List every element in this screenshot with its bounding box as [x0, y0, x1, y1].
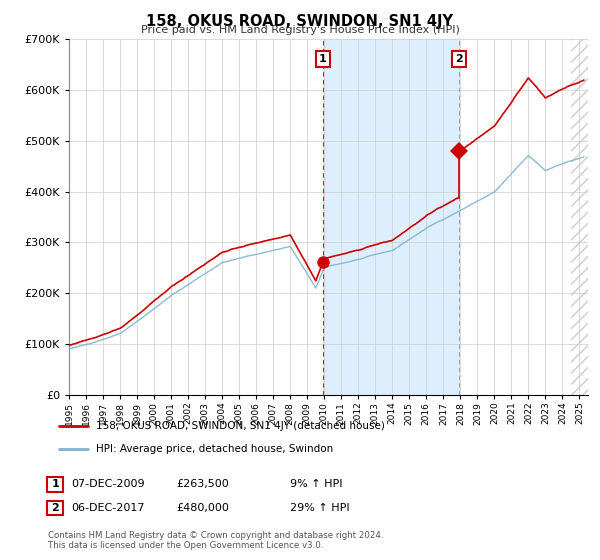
Text: £263,500: £263,500	[176, 479, 229, 489]
Text: 2: 2	[52, 503, 59, 513]
Text: Contains HM Land Registry data © Crown copyright and database right 2024.
This d: Contains HM Land Registry data © Crown c…	[48, 531, 383, 550]
Bar	[323, 39, 459, 395]
Bar	[571, 14, 600, 395]
Text: 29% ↑ HPI: 29% ↑ HPI	[290, 503, 350, 513]
Text: 158, OKUS ROAD, SWINDON, SN1 4JY (detached house): 158, OKUS ROAD, SWINDON, SN1 4JY (detach…	[95, 421, 385, 431]
Text: 1: 1	[52, 479, 59, 489]
Text: 2: 2	[455, 54, 463, 64]
Text: Price paid vs. HM Land Registry's House Price Index (HPI): Price paid vs. HM Land Registry's House …	[140, 25, 460, 35]
Text: £480,000: £480,000	[176, 503, 229, 513]
Text: 06-DEC-2017: 06-DEC-2017	[71, 503, 145, 513]
Bar	[571, 39, 600, 395]
Text: 9% ↑ HPI: 9% ↑ HPI	[290, 479, 343, 489]
Text: 158, OKUS ROAD, SWINDON, SN1 4JY: 158, OKUS ROAD, SWINDON, SN1 4JY	[146, 14, 454, 29]
Text: 1: 1	[319, 54, 327, 64]
Text: HPI: Average price, detached house, Swindon: HPI: Average price, detached house, Swin…	[95, 444, 333, 454]
Text: 07-DEC-2009: 07-DEC-2009	[71, 479, 145, 489]
